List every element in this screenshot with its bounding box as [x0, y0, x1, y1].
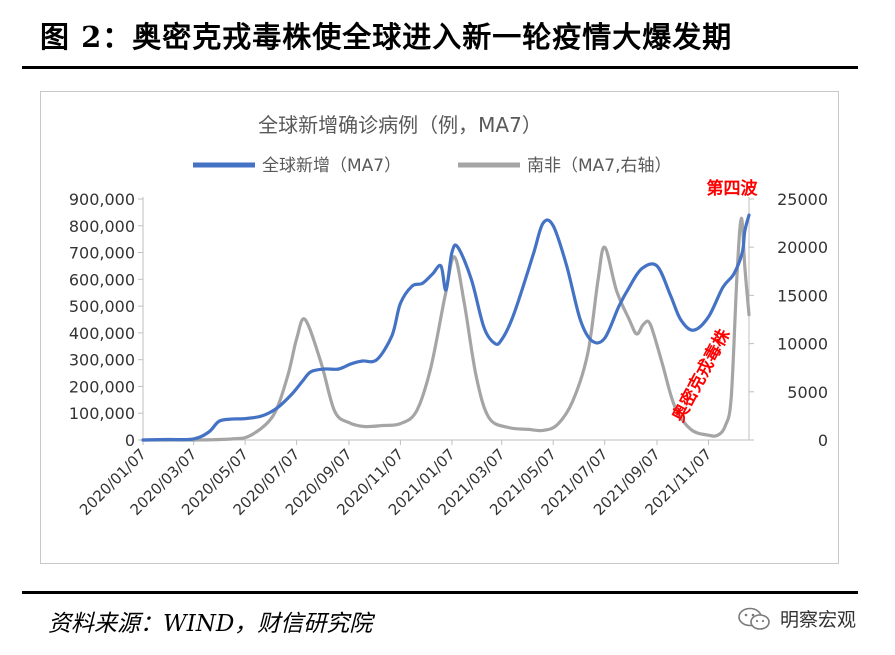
left-axis: 0 100,000 200,000 300,000 400,000 500,000 600,…	[69, 190, 144, 450]
annotation-fourth-wave: 第四波	[707, 178, 759, 199]
left-tick-label: 600,000	[69, 270, 135, 289]
legend: 全球新增（MA7） 南非（MA7,右轴）	[193, 156, 672, 176]
right-axis: 0 5000 10000 15000 20000 25000	[748, 190, 828, 450]
x-axis: 2020/01/072020/03/072020/05/072020/07/07…	[76, 439, 749, 519]
wechat-icon	[738, 607, 770, 630]
series-line-global	[141, 213, 751, 442]
right-tick-label: 10000	[777, 335, 828, 354]
left-tick-label: 700,000	[69, 244, 135, 263]
figure-title: 图 2：奥密克戎毒株使全球进入新一轮疫情大爆发期	[40, 20, 733, 54]
source-note: 资料来源：WIND，财信研究院	[48, 611, 373, 637]
annotation-omicron: 奥密克戎毒株	[668, 325, 735, 426]
left-tick-label: 100,000	[69, 404, 135, 423]
right-tick-label: 0	[818, 431, 828, 450]
left-tick-label: 800,000	[69, 217, 135, 236]
top-rule	[22, 66, 858, 69]
right-tick-label: 15000	[777, 286, 828, 305]
chart-title: 全球新增确诊病例（例，MA7）	[258, 113, 542, 137]
right-tick-label: 20000	[777, 238, 828, 257]
legend-label-global: 全球新增（MA7）	[262, 156, 401, 176]
legend-label-south-africa: 南非（MA7,右轴）	[527, 156, 672, 176]
left-tick-label: 500,000	[69, 297, 135, 316]
right-tick-label: 5000	[787, 383, 828, 402]
bottom-rule	[22, 591, 858, 594]
watermark: 明察宏观	[736, 605, 856, 632]
right-tick-label: 25000	[777, 190, 828, 209]
chart-frame	[40, 91, 839, 564]
series-line-south-africa	[141, 216, 751, 442]
left-tick-label: 400,000	[69, 324, 135, 343]
series-layer	[141, 213, 751, 442]
left-tick-label: 200,000	[69, 377, 135, 396]
left-tick-label: 0	[125, 431, 135, 450]
watermark-label: 明察宏观	[780, 609, 857, 631]
left-tick-label: 300,000	[69, 351, 135, 370]
left-tick-label: 900,000	[69, 190, 135, 209]
